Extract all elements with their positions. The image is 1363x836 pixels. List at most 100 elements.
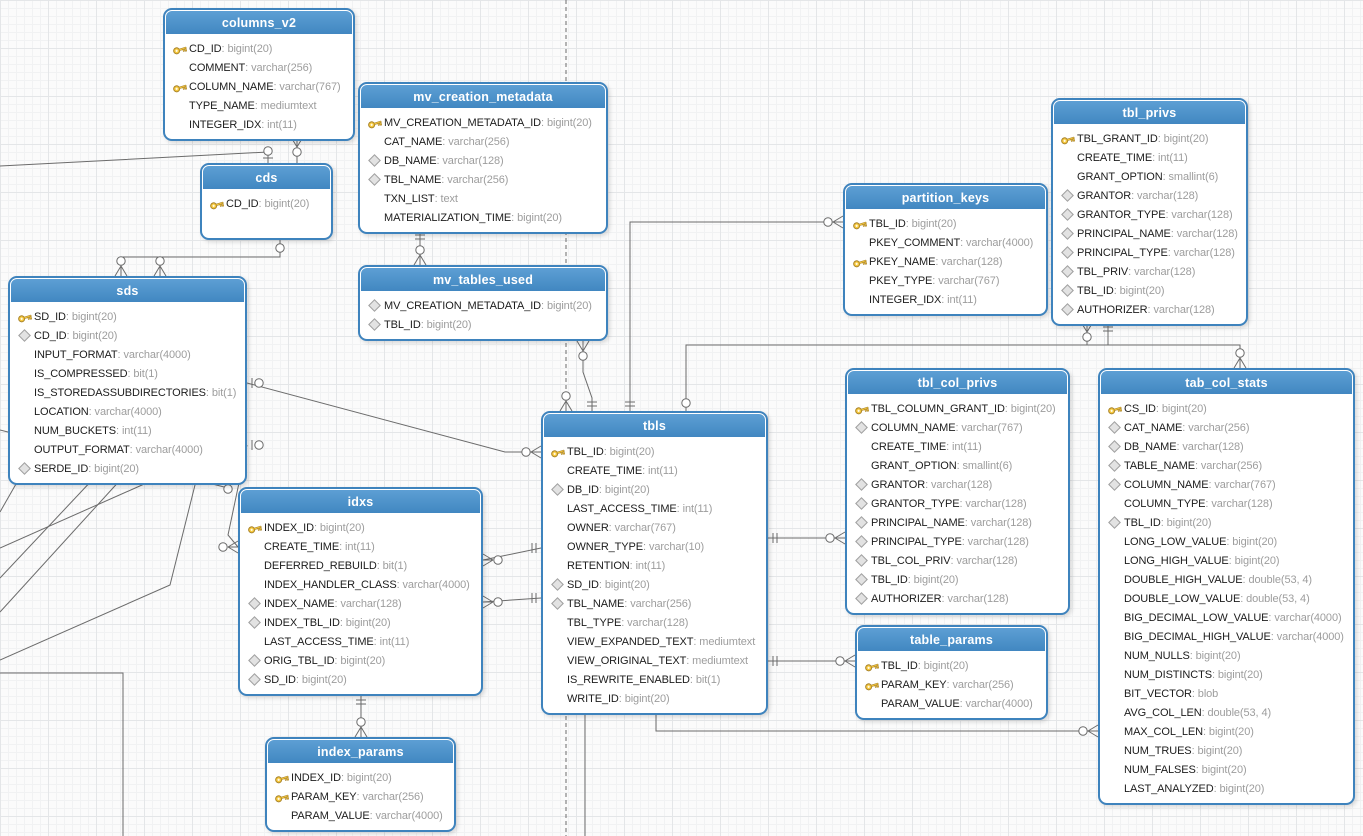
column-row[interactable]: PRINCIPAL_TYPEvarchar(128) [1057, 243, 1240, 262]
column-row[interactable]: IS_COMPRESSEDbit(1) [14, 364, 239, 383]
column-row[interactable]: GRANTORvarchar(128) [1057, 186, 1240, 205]
column-row[interactable]: TBL_COLUMN_GRANT_IDbigint(20) [851, 399, 1062, 418]
column-row[interactable]: NUM_TRUESbigint(20) [1104, 741, 1347, 760]
table-header[interactable]: columns_v2 [166, 11, 352, 35]
column-row[interactable]: CREATE_TIMEint(11) [547, 461, 760, 480]
column-row[interactable]: LONG_HIGH_VALUEbigint(20) [1104, 551, 1347, 570]
column-row[interactable]: GRANTORvarchar(128) [851, 475, 1062, 494]
column-row[interactable]: MATERIALIZATION_TIMEbigint(20) [364, 208, 600, 227]
table-header[interactable]: table_params [858, 628, 1045, 652]
table-tbl_privs[interactable]: tbl_privsTBL_GRANT_IDbigint(20)CREATE_TI… [1051, 98, 1248, 326]
column-row[interactable]: DEFERRED_REBUILDbit(1) [244, 556, 475, 575]
column-row[interactable]: PARAM_VALUEvarchar(4000) [861, 694, 1040, 713]
column-row[interactable]: TBL_IDbigint(20) [547, 442, 760, 461]
column-row[interactable]: LAST_ANALYZEDbigint(20) [1104, 779, 1347, 798]
table-header[interactable]: tbl_col_privs [848, 371, 1067, 395]
column-row[interactable]: SD_IDbigint(20) [14, 307, 239, 326]
column-row[interactable]: ORIG_TBL_IDbigint(20) [244, 651, 475, 670]
column-row[interactable]: LAST_ACCESS_TIMEint(11) [547, 499, 760, 518]
column-row[interactable]: RETENTIONint(11) [547, 556, 760, 575]
column-row[interactable]: PRINCIPAL_NAMEvarchar(128) [1057, 224, 1240, 243]
column-row[interactable]: GRANTOR_TYPEvarchar(128) [851, 494, 1062, 513]
column-row[interactable]: GRANTOR_TYPEvarchar(128) [1057, 205, 1240, 224]
table-partition_keys[interactable]: partition_keys TBL_IDbigint(20)PKEY_COMME… [843, 183, 1048, 316]
column-row[interactable]: TBL_IDbigint(20) [1104, 513, 1347, 532]
column-row[interactable]: TBL_NAMEvarchar(256) [364, 170, 600, 189]
column-row[interactable]: INDEX_IDbigint(20) [244, 518, 475, 537]
table-sds[interactable]: sds SD_IDbigint(20)CD_IDbigint(20)INPUT_F… [8, 276, 247, 485]
column-row[interactable]: PARAM_KEYvarchar(256) [271, 787, 448, 806]
table-header[interactable]: partition_keys [846, 186, 1045, 210]
column-row[interactable]: LOCATIONvarchar(4000) [14, 402, 239, 421]
table-header[interactable]: idxs [241, 490, 480, 514]
column-row[interactable]: MV_CREATION_METADATA_IDbigint(20) [364, 113, 600, 132]
column-row[interactable]: AUTHORIZERvarchar(128) [1057, 300, 1240, 319]
table-header[interactable]: index_params [268, 740, 453, 764]
column-row[interactable]: CS_IDbigint(20) [1104, 399, 1347, 418]
column-row[interactable]: MV_CREATION_METADATA_IDbigint(20) [364, 296, 600, 315]
column-row[interactable]: INTEGER_IDXint(11) [169, 115, 347, 134]
table-header[interactable]: tab_col_stats [1101, 371, 1352, 395]
column-row[interactable]: CD_IDbigint(20) [169, 39, 347, 58]
table-header[interactable]: cds [203, 166, 330, 190]
column-row[interactable]: DB_NAMEvarchar(128) [1104, 437, 1347, 456]
column-row[interactable]: INDEX_NAMEvarchar(128) [244, 594, 475, 613]
column-row[interactable]: COLUMN_TYPEvarchar(128) [1104, 494, 1347, 513]
column-row[interactable]: CREATE_TIMEint(11) [851, 437, 1062, 456]
column-row[interactable]: CD_IDbigint(20) [14, 326, 239, 345]
table-header[interactable]: mv_tables_used [361, 268, 605, 292]
column-row[interactable]: TBL_TYPEvarchar(128) [547, 613, 760, 632]
column-row[interactable]: TBL_IDbigint(20) [1057, 281, 1240, 300]
column-row[interactable]: INDEX_IDbigint(20) [271, 768, 448, 787]
table-table_params[interactable]: table_paramsTBL_IDbigint(20)PARAM_KEYvar… [855, 625, 1048, 720]
column-row[interactable]: CREATE_TIMEint(11) [244, 537, 475, 556]
column-row[interactable]: PARAM_VALUEvarchar(4000) [271, 806, 448, 825]
column-row[interactable]: INDEX_HANDLER_CLASSvarchar(4000) [244, 575, 475, 594]
column-row[interactable]: BIG_DECIMAL_HIGH_VALUEvarchar(4000) [1104, 627, 1347, 646]
column-row[interactable]: NUM_DISTINCTSbigint(20) [1104, 665, 1347, 684]
column-row[interactable]: LAST_ACCESS_TIMEint(11) [244, 632, 475, 651]
column-row[interactable]: INTEGER_IDXint(11) [849, 290, 1040, 309]
column-row[interactable]: DB_IDbigint(20) [547, 480, 760, 499]
table-tab_col_stats[interactable]: tab_col_stats CS_IDbigint(20)CAT_NAMEvarc… [1098, 368, 1355, 805]
column-row[interactable]: IS_STOREDASSUBDIRECTORIESbit(1) [14, 383, 239, 402]
column-row[interactable]: LONG_LOW_VALUEbigint(20) [1104, 532, 1347, 551]
column-row[interactable]: CREATE_TIMEint(11) [1057, 148, 1240, 167]
column-row[interactable]: COLUMN_NAMEvarchar(767) [1104, 475, 1347, 494]
column-row[interactable]: TYPE_NAMEmediumtext [169, 96, 347, 115]
column-row[interactable]: CD_IDbigint(20) [206, 194, 325, 213]
column-row[interactable]: NUM_NULLSbigint(20) [1104, 646, 1347, 665]
column-row[interactable]: MAX_COL_LENbigint(20) [1104, 722, 1347, 741]
column-row[interactable]: TBL_GRANT_IDbigint(20) [1057, 129, 1240, 148]
table-header[interactable]: sds [11, 279, 244, 303]
table-idxs[interactable]: idxs INDEX_IDbigint(20)CREATE_TIMEint(11)… [238, 487, 483, 696]
column-row[interactable]: SD_IDbigint(20) [244, 670, 475, 689]
table-cds[interactable]: cds CD_IDbigint(20) [200, 163, 333, 240]
column-row[interactable]: TBL_COL_PRIVvarchar(128) [851, 551, 1062, 570]
column-row[interactable]: SERDE_IDbigint(20) [14, 459, 239, 478]
column-row[interactable]: TBL_IDbigint(20) [849, 214, 1040, 233]
column-row[interactable]: NUM_BUCKETSint(11) [14, 421, 239, 440]
column-row[interactable]: WRITE_IDbigint(20) [547, 689, 760, 708]
column-row[interactable]: AVG_COL_LENdouble(53, 4) [1104, 703, 1347, 722]
column-row[interactable]: PRINCIPAL_TYPEvarchar(128) [851, 532, 1062, 551]
column-row[interactable]: CAT_NAMEvarchar(256) [1104, 418, 1347, 437]
column-row[interactable]: CAT_NAMEvarchar(256) [364, 132, 600, 151]
column-row[interactable]: TABLE_NAMEvarchar(256) [1104, 456, 1347, 475]
table-index_params[interactable]: index_params INDEX_IDbigint(20)PARAM_KEYv… [265, 737, 456, 832]
column-row[interactable]: AUTHORIZERvarchar(128) [851, 589, 1062, 608]
column-row[interactable]: DOUBLE_HIGH_VALUEdouble(53, 4) [1104, 570, 1347, 589]
column-row[interactable]: TBL_NAMEvarchar(256) [547, 594, 760, 613]
column-row[interactable]: SD_IDbigint(20) [547, 575, 760, 594]
column-row[interactable]: PKEY_COMMENTvarchar(4000) [849, 233, 1040, 252]
column-row[interactable]: VIEW_ORIGINAL_TEXTmediumtext [547, 651, 760, 670]
table-mv_creation_metadata[interactable]: mv_creation_metadata MV_CREATION_METADATA… [358, 82, 608, 234]
table-header[interactable]: mv_creation_metadata [361, 85, 605, 109]
column-row[interactable]: INPUT_FORMATvarchar(4000) [14, 345, 239, 364]
column-row[interactable]: COMMENTvarchar(256) [169, 58, 347, 77]
column-row[interactable]: DOUBLE_LOW_VALUEdouble(53, 4) [1104, 589, 1347, 608]
column-row[interactable]: PKEY_TYPEvarchar(767) [849, 271, 1040, 290]
table-columns_v2[interactable]: columns_v2 CD_IDbigint(20)COMMENTvarchar(… [163, 8, 355, 141]
table-tbls[interactable]: tblsTBL_IDbigint(20)CREATE_TIMEint(11)DB… [541, 411, 768, 715]
